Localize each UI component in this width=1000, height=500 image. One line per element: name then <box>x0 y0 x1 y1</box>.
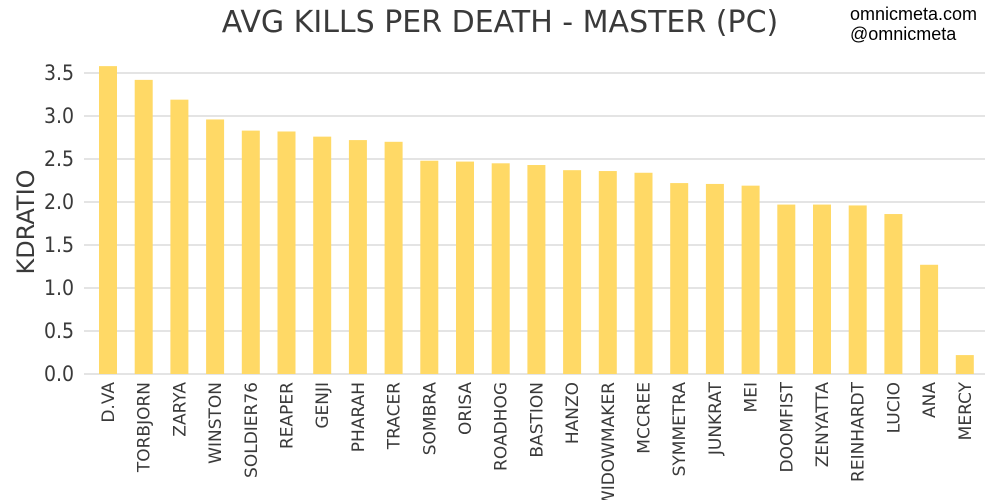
x-tick-label: SOMBRA <box>420 382 440 456</box>
y-tick-label: 2.0 <box>44 190 74 214</box>
x-tick-label: MCCREE <box>635 382 655 454</box>
y-tick-label: 2.5 <box>44 147 74 171</box>
x-tick-label: SOLDIER76 <box>242 382 262 478</box>
bar-torbjorn <box>134 79 153 374</box>
bar-soldier76 <box>241 130 260 374</box>
bar-tracer <box>384 141 403 374</box>
bar-doomfist <box>777 204 796 374</box>
x-tick-label: JUNKRAT <box>706 381 726 456</box>
x-tick-label: ZENYATTA <box>813 382 833 468</box>
x-tick-label: ORISA <box>456 382 476 435</box>
x-tick-label: PHARAH <box>349 382 369 452</box>
x-tick-label: WIDOWMAKER <box>599 382 619 500</box>
x-tick-label: SYMMETRA <box>670 382 690 477</box>
bar-hanzo <box>563 170 582 374</box>
x-tick-label: TORBJORN <box>135 382 155 473</box>
bar-ana <box>920 264 939 374</box>
bar-d-va <box>99 66 117 375</box>
y-axis-ticks: 0.0 0.5 1.0 1.5 2.0 2.5 3.0 3.5 <box>44 61 74 386</box>
x-tick-label: ANA <box>920 382 940 418</box>
bar-junkrat <box>705 183 724 374</box>
bar-sombra <box>420 160 439 374</box>
bar-pharah <box>348 140 367 374</box>
bar-roadhog <box>491 163 510 374</box>
bar-lucio <box>884 214 903 374</box>
bar-zenyatta <box>813 204 831 374</box>
x-tick-label: HANZO <box>563 382 583 444</box>
bar-zarya <box>170 99 189 374</box>
site-name: omnicmeta.com <box>850 4 977 24</box>
x-tick-label: TRACER <box>385 382 405 450</box>
x-axis-ticks: D.VA TORBJORN ZARYA WINSTON SOLDIER76 REAPER G… <box>99 381 976 500</box>
x-tick-label: ZARYA <box>170 382 190 437</box>
bar-mei <box>741 185 760 374</box>
y-tick-label: 1.5 <box>44 233 74 257</box>
x-tick-label: DOOMFIST <box>777 381 797 472</box>
bar-symmetra <box>670 183 689 374</box>
bars <box>99 66 974 375</box>
bar-mccree <box>634 172 653 374</box>
y-tick-label: 1.0 <box>44 276 74 300</box>
chart-title: AVG KILLS PER DEATH - MASTER (PC) <box>222 5 778 40</box>
x-tick-label: D.VA <box>99 382 119 423</box>
bar-bastion <box>527 165 546 374</box>
x-tick-label: REINHARDT <box>849 381 869 482</box>
x-tick-label: MERCY <box>956 381 976 440</box>
bar-mercy <box>955 355 974 374</box>
bar-winston <box>206 119 225 374</box>
bar-reaper <box>277 131 296 374</box>
y-tick-label: 0.5 <box>44 319 74 343</box>
y-axis-label: KDRATIO <box>12 169 40 274</box>
bar-orisa <box>456 161 474 374</box>
x-tick-label: MEI <box>742 382 762 412</box>
x-tick-label: ROADHOG <box>492 382 512 471</box>
y-tick-label: 3.0 <box>44 104 74 128</box>
x-tick-label: GENJI <box>313 382 333 429</box>
x-tick-label: REAPER <box>278 382 298 449</box>
bar-reinhardt <box>848 205 867 374</box>
site-handle: @omnicmeta <box>850 24 957 44</box>
y-tick-label: 3.5 <box>44 61 74 85</box>
x-tick-label: WINSTON <box>206 382 226 464</box>
y-tick-label: 0.0 <box>44 362 74 386</box>
x-tick-label: LUCIO <box>884 382 904 433</box>
x-tick-label: BASTION <box>527 382 547 458</box>
bar-genji <box>313 136 332 374</box>
bar-widowmaker <box>598 171 617 374</box>
